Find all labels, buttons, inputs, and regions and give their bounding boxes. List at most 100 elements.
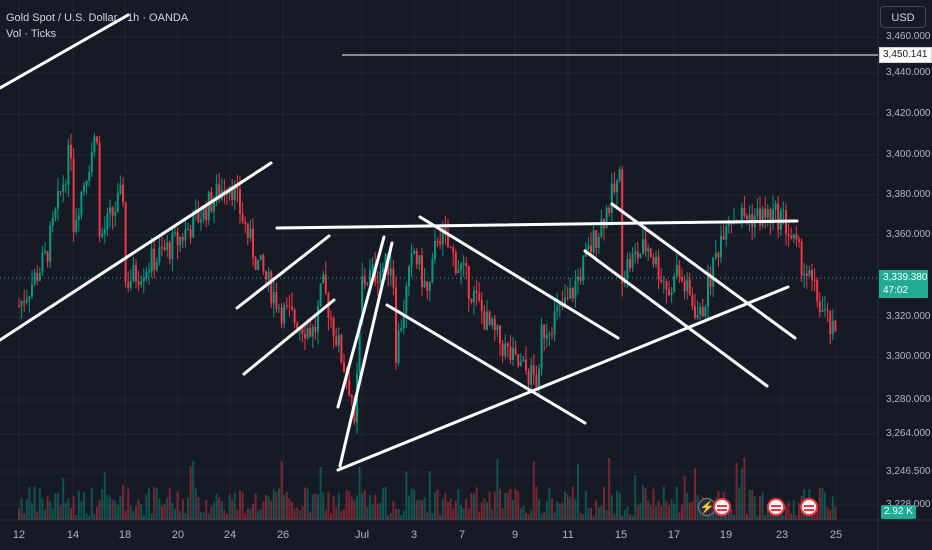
- volume-bar: [25, 499, 28, 520]
- price-axis-label: 3,264.000: [886, 428, 931, 439]
- candle-body: [291, 306, 293, 310]
- candle-body: [236, 186, 239, 190]
- volume-bar: [735, 462, 738, 520]
- volume-bar: [272, 489, 275, 520]
- trendline-impulse-b[interactable]: [338, 241, 394, 468]
- candle-body: [57, 191, 59, 209]
- volume-bar: [519, 507, 522, 520]
- candle-body: [343, 362, 345, 373]
- candle-body: [163, 247, 166, 250]
- volume-bar: [337, 493, 340, 520]
- candle-body: [314, 326, 317, 332]
- candle-body: [36, 272, 39, 281]
- candle-body: [148, 271, 150, 273]
- candle-body: [821, 309, 824, 313]
- us-flag-icon[interactable]: [767, 498, 785, 516]
- volume-bar: [72, 496, 75, 520]
- date-axis-label: 17: [667, 529, 681, 541]
- candle-body: [174, 232, 176, 234]
- currency-button[interactable]: USD: [880, 6, 926, 28]
- volume-bar: [712, 512, 715, 520]
- candle-body: [80, 191, 83, 216]
- volume-bar: [296, 507, 299, 520]
- volume-bar: [829, 510, 832, 520]
- volume-bar: [109, 496, 111, 520]
- candle-body: [579, 276, 582, 281]
- volume-bar: [626, 506, 629, 520]
- candle-body: [743, 207, 746, 217]
- trendline-flag-lower[interactable]: [242, 298, 336, 376]
- volume-bar: [738, 487, 741, 520]
- candle-body: [756, 208, 759, 216]
- candle-body: [158, 247, 161, 262]
- volume-bar: [616, 490, 618, 520]
- trendline-impulse-a[interactable]: [336, 235, 386, 409]
- price-axis-label: 3,440.000: [886, 67, 931, 78]
- volume-bar: [231, 499, 234, 520]
- candle-body: [595, 230, 598, 248]
- candle-body: [379, 271, 382, 283]
- candle-body: [202, 204, 205, 220]
- volume-bar: [795, 515, 798, 520]
- trendline-long-support[interactable]: [0, 161, 273, 342]
- trendline-channel-upper[interactable]: [418, 215, 620, 340]
- trendline-resistance[interactable]: [275, 219, 799, 230]
- volume-bar: [439, 515, 442, 520]
- volume-bar: [402, 510, 405, 520]
- candle-body: [764, 208, 767, 218]
- candle-body: [652, 257, 655, 265]
- volume-bar: [777, 514, 780, 520]
- candle-body: [522, 359, 525, 362]
- volume-bar: [790, 513, 793, 520]
- volume-bar: [257, 510, 260, 520]
- volume-indicator-label[interactable]: Vol · Ticks: [6, 28, 57, 40]
- volume-bar: [826, 507, 829, 520]
- candle-body: [486, 311, 488, 330]
- volume-bar: [743, 457, 746, 520]
- volume-bar: [132, 511, 135, 520]
- volume-bar: [670, 499, 673, 520]
- volume-bar: [816, 509, 819, 520]
- candle-body: [566, 297, 569, 299]
- trendline-right-lower[interactable]: [583, 249, 769, 388]
- volume-bar: [163, 504, 166, 520]
- volume-bar: [148, 487, 150, 520]
- trendline-channel-lower[interactable]: [385, 303, 587, 425]
- volume-bar: [644, 487, 647, 520]
- date-axis-label: 12: [12, 529, 26, 541]
- candle-body: [132, 264, 135, 282]
- volume-bar: [184, 513, 187, 520]
- candle-body: [135, 264, 137, 282]
- candle-body: [59, 191, 62, 193]
- volume-bar: [135, 506, 137, 520]
- candle-body: [28, 296, 31, 300]
- volume-bar: [202, 512, 205, 520]
- candle-body: [496, 325, 499, 330]
- volume-bar: [540, 513, 543, 520]
- candle-body: [691, 294, 694, 307]
- candle-body: [62, 184, 65, 192]
- candle-body: [54, 208, 57, 218]
- candle-body: [512, 347, 514, 360]
- symbol-title[interactable]: Gold Spot / U.S. Dollar · 1h · OANDA: [6, 12, 189, 24]
- trendline-top-left[interactable]: [0, 13, 130, 90]
- us-flag-icon[interactable]: [713, 498, 731, 516]
- trendline-support-rising[interactable]: [336, 285, 790, 472]
- candle-body: [525, 359, 527, 371]
- volume-bar: [181, 498, 184, 520]
- candle-body: [725, 226, 728, 240]
- trendline-right-upper[interactable]: [610, 202, 797, 340]
- trendline-flag-upper[interactable]: [235, 234, 331, 310]
- volume-bar: [54, 493, 57, 520]
- volume-bar: [283, 494, 286, 520]
- candle-body: [145, 272, 148, 279]
- candle-body: [517, 354, 520, 366]
- candle-body: [465, 262, 468, 267]
- volume-bar: [504, 492, 507, 520]
- us-flag-icon[interactable]: [800, 498, 818, 516]
- volume-bar: [782, 515, 785, 520]
- volume-bar: [673, 503, 676, 520]
- volume-bar: [733, 515, 735, 520]
- volume-bar: [488, 491, 491, 520]
